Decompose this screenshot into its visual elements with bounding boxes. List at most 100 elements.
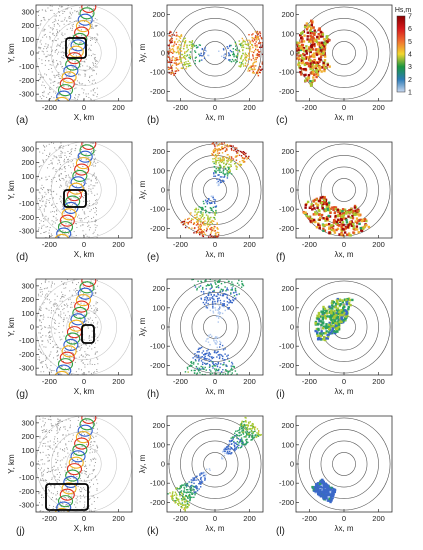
swath-point — [92, 89, 94, 91]
spectrum-point — [226, 370, 228, 372]
spectrum-point — [220, 181, 223, 183]
spectrum-point — [206, 338, 208, 340]
swath-point — [82, 230, 84, 232]
swath-point — [48, 460, 50, 462]
swath-point — [86, 12, 88, 14]
swath-point — [87, 476, 89, 478]
spectrum-point — [346, 300, 349, 303]
swath-point — [38, 14, 40, 16]
spectrum-point — [227, 158, 230, 160]
swath-point — [75, 185, 77, 187]
swath-point — [52, 197, 54, 199]
swath-point — [68, 161, 70, 163]
swath-point — [67, 311, 69, 313]
spectrum-point — [254, 68, 256, 71]
spectrum-point — [367, 225, 371, 229]
spectrum-point — [207, 276, 208, 277]
spectrum-point — [207, 283, 209, 286]
swath-point — [71, 48, 73, 50]
swath-point — [83, 182, 85, 184]
spectrum-point — [352, 231, 355, 234]
spectrum-point — [320, 53, 323, 56]
spectrum-point — [333, 231, 337, 234]
swath-point — [55, 228, 57, 230]
swath-point — [41, 177, 43, 179]
swath-point — [56, 491, 58, 493]
swath-point — [71, 66, 73, 68]
swath-point — [52, 346, 54, 348]
spectrum-point — [245, 155, 247, 157]
spectrum-point — [175, 70, 178, 72]
spectrum-point — [207, 376, 208, 377]
swath-point — [87, 327, 89, 329]
swath-point — [54, 487, 56, 489]
swath-point — [88, 476, 90, 478]
spectrum-point — [224, 146, 226, 149]
swath-point — [49, 353, 51, 355]
swath-point — [39, 435, 41, 437]
swath-point — [75, 173, 77, 175]
swath-point — [83, 188, 85, 190]
spectrum-point — [219, 157, 221, 159]
spectrum-point — [323, 217, 327, 220]
spectrum-point — [310, 26, 313, 30]
spectrum-point — [331, 321, 335, 325]
swath-point — [78, 416, 80, 418]
swath-point — [50, 185, 52, 187]
swath-point — [41, 198, 43, 200]
spectrum-point — [198, 228, 201, 230]
swath-point — [91, 434, 93, 436]
swath-point — [62, 331, 64, 333]
swath-point — [59, 429, 61, 431]
swath-point — [43, 92, 45, 94]
swath-point — [40, 309, 42, 311]
swath-point — [96, 417, 98, 419]
swath-point — [63, 308, 65, 310]
spectrum-point — [359, 218, 362, 222]
spectrum-point — [170, 51, 173, 54]
swath-point — [83, 69, 85, 71]
spectrum-point — [319, 30, 323, 34]
swath-point — [87, 225, 89, 227]
swath-point — [87, 161, 89, 163]
swath-point — [94, 54, 96, 56]
swath-point — [94, 194, 96, 196]
swath-point — [58, 94, 60, 96]
spectrum-point — [187, 48, 190, 51]
spectrum-point — [169, 67, 172, 70]
spectrum-point — [180, 221, 183, 224]
swath-point — [66, 504, 68, 506]
swath-point — [40, 336, 42, 338]
spectrum-point — [238, 154, 241, 156]
spectrum-point — [323, 69, 326, 73]
swath-point — [45, 326, 47, 328]
swath-point — [82, 142, 84, 144]
swath-point — [62, 147, 64, 149]
x-tick-label: 0 — [82, 514, 86, 523]
swath-point — [70, 440, 72, 442]
swath-point — [46, 436, 48, 438]
spectrum-point — [189, 365, 192, 367]
y-tick-label: -100 — [19, 473, 34, 482]
swath-point — [49, 327, 51, 329]
spectrum-point — [199, 226, 202, 228]
spectrum-point — [208, 54, 210, 57]
swath-point — [91, 82, 93, 84]
spectrum-point — [209, 288, 211, 290]
swath-point — [38, 332, 40, 334]
spectrum-point — [211, 273, 212, 274]
spectrum-point — [206, 200, 209, 202]
swath-point — [97, 93, 99, 95]
spectrum-point — [171, 45, 173, 47]
swath-point — [78, 217, 80, 219]
swath-point — [94, 312, 96, 314]
spectrum-point — [203, 232, 206, 234]
swath-point — [39, 437, 41, 439]
spectrum-point — [214, 341, 216, 344]
swath-point — [55, 74, 57, 76]
swath-point — [63, 160, 65, 162]
spectrum-point — [215, 157, 217, 159]
swath-point — [42, 36, 44, 38]
swath-point — [61, 291, 63, 293]
swath-point — [96, 182, 98, 184]
